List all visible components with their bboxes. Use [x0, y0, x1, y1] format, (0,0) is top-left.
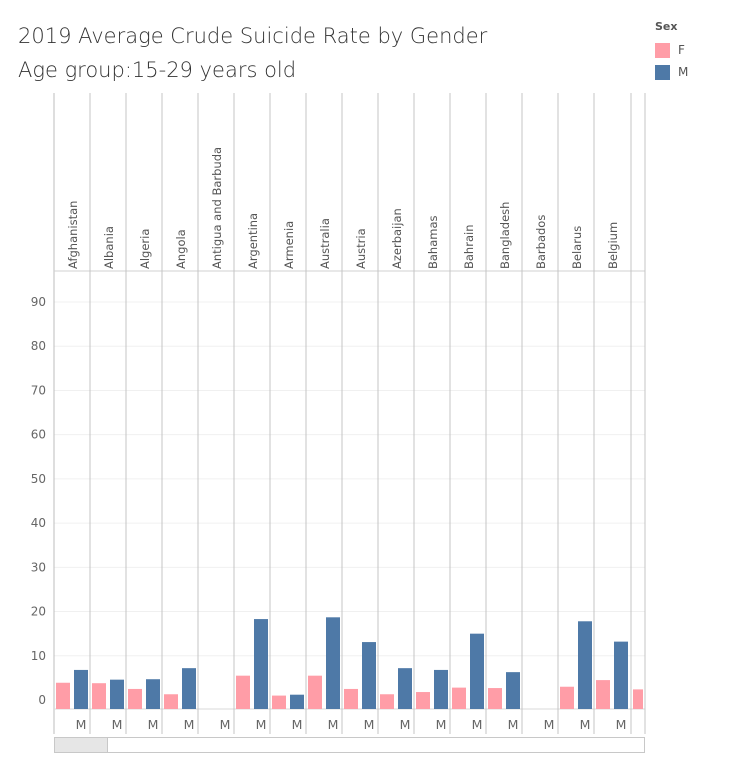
- country-label: Bangladesh: [498, 202, 512, 269]
- legend-item-f[interactable]: F: [655, 39, 688, 61]
- gender-axis-label: M: [112, 717, 123, 732]
- country-label: Australia: [318, 218, 332, 269]
- bar-f: [560, 686, 574, 709]
- bar-f: [596, 680, 610, 709]
- bar-m: [614, 641, 628, 709]
- bar-f: [452, 687, 466, 709]
- bar-m: [254, 619, 268, 709]
- legend-item-m[interactable]: M: [655, 61, 688, 83]
- country-label: Argentina: [246, 213, 260, 269]
- bar-f: [164, 694, 178, 709]
- gender-axis-label: M: [616, 717, 627, 732]
- bar-m: [182, 668, 196, 709]
- y-tick-label: 50: [31, 472, 46, 486]
- country-label: Azerbaijan: [390, 208, 404, 269]
- bar-f: [380, 694, 394, 709]
- bar-f: [416, 692, 430, 709]
- chart-subtitle: Age group:15-29 years old: [18, 58, 297, 82]
- y-tick-label: 80: [31, 339, 46, 353]
- gender-axis-label: M: [76, 717, 87, 732]
- gender-axis-label: M: [328, 717, 339, 732]
- bar-f-partial: [633, 689, 643, 709]
- chart-title: 2019 Average Crude Suicide Rate by Gende…: [18, 24, 488, 48]
- gender-axis-label: M: [184, 717, 195, 732]
- bar-m: [578, 621, 592, 709]
- bar-f: [308, 675, 322, 709]
- bar-f: [92, 683, 106, 709]
- y-tick-label: 30: [31, 560, 46, 574]
- bar-f: [272, 695, 286, 709]
- bar-f: [56, 682, 70, 709]
- bar-m: [74, 669, 88, 709]
- legend-swatch-f: [655, 42, 670, 58]
- bar-m: [434, 669, 448, 709]
- legend-title: Sex: [655, 20, 678, 33]
- bar-f: [344, 688, 358, 709]
- legend-swatch-m: [655, 64, 670, 80]
- y-tick-label: 60: [31, 428, 46, 442]
- bar-m: [506, 672, 520, 709]
- bar-m: [326, 617, 340, 709]
- y-tick-label: 20: [31, 605, 46, 619]
- horizontal-scrollbar[interactable]: [54, 737, 645, 753]
- gender-axis-label: M: [472, 717, 483, 732]
- y-tick-label: 70: [31, 383, 46, 397]
- scrollbar-thumb[interactable]: [55, 738, 108, 752]
- bar-m: [290, 694, 304, 709]
- gender-axis-label: M: [292, 717, 303, 732]
- y-tick-label: 10: [31, 649, 46, 663]
- legend-label-m: M: [678, 65, 689, 79]
- gender-axis-label: M: [580, 717, 591, 732]
- gender-axis-label: M: [220, 717, 231, 732]
- bar-f: [128, 688, 142, 709]
- bar-m: [470, 633, 484, 709]
- country-label: Austria: [354, 228, 368, 269]
- bar-m: [110, 679, 124, 709]
- y-tick-label: 40: [31, 516, 46, 530]
- gender-axis-label: M: [148, 717, 159, 732]
- country-label: Antigua and Barbuda: [210, 147, 224, 269]
- country-label: Belgium: [606, 222, 620, 269]
- gender-axis-label: M: [436, 717, 447, 732]
- country-label: Afghanistan: [66, 201, 80, 269]
- country-label: Bahamas: [426, 215, 440, 269]
- gender-axis-label: M: [508, 717, 519, 732]
- country-label: Barbados: [534, 215, 548, 269]
- gender-axis-label: M: [256, 717, 267, 732]
- gender-axis-label: M: [400, 717, 411, 732]
- gender-axis-label: M: [544, 717, 555, 732]
- country-label: Albania: [102, 226, 116, 269]
- country-label: Angola: [174, 229, 188, 269]
- gender-axis-label: M: [364, 717, 375, 732]
- bar-f: [488, 688, 502, 709]
- legend: Sex F M: [655, 20, 688, 83]
- bar-f: [236, 675, 250, 709]
- y-tick-label: 0: [38, 693, 46, 707]
- bar-m: [398, 668, 412, 709]
- bar-m: [146, 679, 160, 709]
- country-label: Armenia: [282, 221, 296, 269]
- legend-label-f: F: [678, 43, 685, 57]
- y-tick-label: 90: [31, 295, 46, 309]
- country-label: Algeria: [138, 229, 152, 269]
- country-label: Bahrain: [462, 225, 476, 269]
- bar-m: [362, 642, 376, 709]
- country-label: Belarus: [570, 226, 584, 269]
